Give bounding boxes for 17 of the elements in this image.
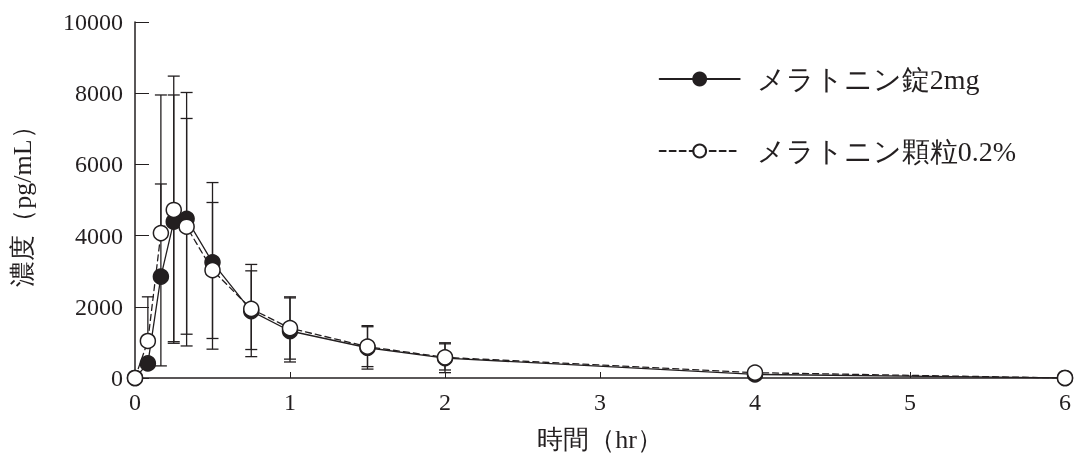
y-tick-label: 0 [111,365,123,391]
y-tick-label: 4000 [75,222,123,249]
x-axis-title: 時間（hr） [537,424,663,454]
y-tick-label: 6000 [75,151,123,178]
x-tick-label: 0 [129,389,141,415]
y-tick-label: 8000 [75,80,123,107]
x-tick-label: 6 [1059,389,1071,415]
y-axis-title: 濃度（pg/mL） [7,113,37,287]
legend-label: メラトニン錠2mg [756,63,980,95]
legend-label: メラトニン顆粒0.2% [756,135,1016,167]
x-tick-label: 4 [749,389,761,415]
y-tick-label: 10000 [63,9,123,35]
x-tick-label: 3 [594,389,606,415]
x-tick-label: 5 [904,389,916,415]
x-tick-label: 1 [284,389,296,415]
y-tick-label: 2000 [75,293,123,320]
x-tick-label: 2 [439,389,451,415]
